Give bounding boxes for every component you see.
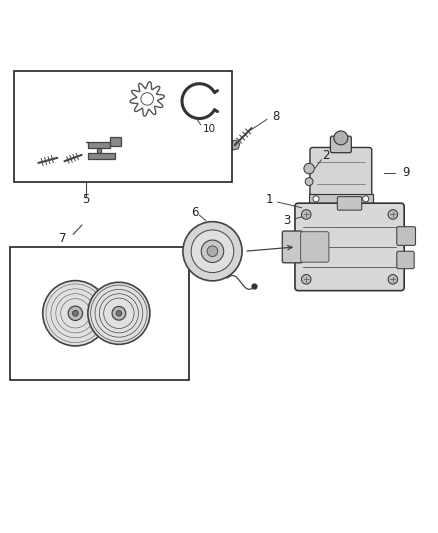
Text: 9: 9 — [403, 166, 410, 180]
Circle shape — [305, 177, 313, 185]
Text: 10: 10 — [202, 124, 215, 134]
Circle shape — [191, 230, 234, 272]
Text: 5: 5 — [83, 192, 90, 206]
Text: 7: 7 — [59, 232, 66, 245]
Polygon shape — [77, 150, 87, 160]
Circle shape — [304, 163, 314, 174]
Text: 6: 6 — [191, 206, 199, 219]
Circle shape — [183, 222, 242, 281]
Circle shape — [334, 131, 348, 145]
FancyBboxPatch shape — [330, 136, 351, 152]
Circle shape — [207, 246, 218, 256]
FancyBboxPatch shape — [295, 203, 404, 290]
Circle shape — [301, 274, 311, 284]
Polygon shape — [86, 142, 115, 159]
FancyBboxPatch shape — [283, 231, 302, 263]
Polygon shape — [52, 153, 62, 163]
Circle shape — [88, 282, 150, 344]
Circle shape — [388, 274, 398, 284]
FancyBboxPatch shape — [310, 148, 372, 198]
Circle shape — [363, 196, 369, 202]
Circle shape — [68, 306, 82, 320]
Bar — [14, 71, 232, 182]
Circle shape — [301, 209, 311, 219]
FancyBboxPatch shape — [337, 197, 362, 210]
Polygon shape — [230, 140, 240, 150]
Text: 3: 3 — [283, 214, 290, 227]
Bar — [10, 247, 188, 379]
Circle shape — [73, 310, 78, 316]
Circle shape — [201, 240, 224, 263]
Text: 8: 8 — [272, 110, 279, 123]
Circle shape — [116, 311, 122, 316]
Circle shape — [313, 196, 319, 202]
FancyBboxPatch shape — [300, 232, 329, 262]
Circle shape — [112, 306, 126, 320]
Text: 2: 2 — [322, 149, 329, 162]
Bar — [110, 137, 121, 146]
Bar — [309, 194, 373, 204]
FancyBboxPatch shape — [397, 227, 416, 245]
Text: 1: 1 — [265, 192, 273, 206]
FancyBboxPatch shape — [397, 251, 414, 269]
Circle shape — [43, 281, 108, 346]
Circle shape — [388, 209, 398, 219]
